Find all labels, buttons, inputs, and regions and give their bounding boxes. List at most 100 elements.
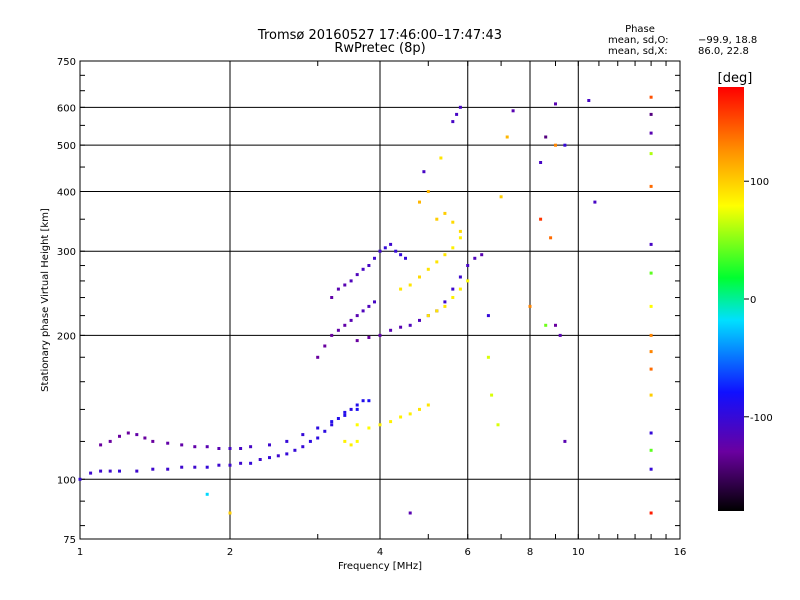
data-point	[316, 436, 320, 440]
x-tick-label: 2	[227, 547, 233, 558]
data-point	[399, 253, 403, 257]
data-point	[458, 105, 462, 109]
data-point	[355, 423, 359, 427]
data-point	[361, 267, 365, 271]
data-point	[349, 318, 353, 322]
data-point	[293, 448, 297, 452]
data-point	[367, 264, 371, 267]
data-point	[399, 287, 403, 291]
data-point	[367, 426, 371, 430]
data-point	[649, 367, 653, 371]
axis-ticks: 1 2 4 6 8 10 16 75 100 200 300 400 500 600 750	[57, 57, 686, 558]
data-point	[426, 267, 430, 271]
data-point	[276, 454, 280, 458]
data-point	[422, 170, 426, 174]
data-point	[544, 135, 548, 139]
data-point	[355, 273, 359, 277]
phase-stats-x-row: mean, sd,X: 86.0, 22.8	[608, 46, 749, 57]
data-point	[649, 184, 653, 188]
data-point	[563, 143, 567, 147]
x-tick-label: 16	[674, 547, 687, 558]
data-point	[205, 445, 209, 449]
phase-stats-x-label: mean, sd,X:	[608, 46, 668, 57]
data-point	[126, 431, 130, 435]
data-point	[426, 190, 430, 193]
data-point	[249, 445, 253, 449]
data-point	[239, 461, 243, 465]
data-point	[389, 328, 393, 332]
data-point	[355, 339, 359, 343]
color-bar-tick-label: -100	[750, 413, 773, 424]
data-point	[378, 333, 382, 337]
data-point	[367, 399, 371, 403]
data-point	[649, 393, 653, 397]
x-tick-label: 6	[465, 547, 471, 558]
data-point	[108, 439, 112, 443]
phase-stats-o-label: mean, sd,O:	[608, 35, 669, 46]
data-point	[373, 256, 376, 260]
data-point	[193, 465, 197, 469]
data-point	[418, 407, 421, 411]
data-point	[378, 423, 382, 427]
data-point	[451, 296, 455, 299]
data-point	[649, 131, 653, 135]
color-bar-tick-label: 0	[750, 295, 756, 306]
data-point	[649, 304, 653, 308]
data-point	[323, 429, 327, 433]
data-point	[587, 99, 591, 102]
data-point	[408, 283, 412, 287]
data-point	[408, 511, 412, 515]
phase-stats-o-values: −99.9, 18.8	[698, 35, 757, 46]
data-point	[458, 287, 462, 291]
data-point	[528, 304, 532, 308]
data-point	[443, 253, 447, 257]
data-point	[426, 314, 430, 318]
data-point	[336, 328, 340, 332]
data-point	[343, 323, 347, 327]
data-point	[228, 447, 232, 450]
data-point	[404, 256, 407, 260]
data-point	[361, 399, 365, 403]
data-point	[323, 344, 327, 348]
data-point	[343, 410, 347, 414]
data-point	[316, 355, 320, 359]
data-point	[268, 456, 271, 460]
x-tick-label: 4	[377, 547, 383, 558]
data-point	[343, 413, 347, 417]
data-point	[496, 423, 500, 427]
data-point	[217, 463, 221, 467]
data-point	[426, 403, 430, 407]
data-point	[205, 492, 209, 496]
data-point	[330, 423, 334, 427]
data-point	[355, 439, 359, 443]
data-point	[649, 350, 653, 354]
data-point	[258, 458, 262, 461]
y-tick-label: 300	[57, 247, 76, 258]
data-point	[649, 152, 653, 156]
phase-stats-x-values: 86.0, 22.8	[698, 46, 749, 57]
data-point	[143, 436, 147, 440]
data-point	[443, 304, 447, 308]
data-point	[451, 287, 455, 291]
data-point	[490, 393, 494, 397]
data-point	[285, 439, 289, 443]
data-point	[649, 95, 653, 99]
data-point	[455, 112, 459, 116]
data-point	[649, 333, 653, 337]
data-point	[473, 256, 477, 260]
y-tick-label: 75	[63, 535, 76, 546]
data-point	[228, 463, 232, 467]
data-point	[439, 156, 443, 160]
data-point	[505, 135, 509, 139]
data-point	[367, 304, 371, 308]
data-point	[418, 318, 421, 322]
data-point	[205, 465, 209, 469]
data-point	[316, 426, 320, 430]
data-point	[78, 477, 82, 481]
data-point	[563, 439, 567, 443]
data-point	[99, 469, 103, 473]
data-point	[539, 161, 543, 164]
data-points	[78, 95, 653, 515]
data-point	[108, 469, 112, 473]
x-tick-label: 10	[572, 547, 585, 558]
